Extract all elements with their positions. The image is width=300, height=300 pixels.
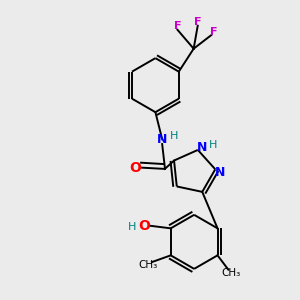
Text: CH₃: CH₃ bbox=[138, 260, 158, 270]
Text: H: H bbox=[208, 140, 217, 149]
Text: N: N bbox=[215, 166, 225, 178]
Text: O: O bbox=[129, 160, 141, 175]
Text: H: H bbox=[128, 222, 136, 232]
Text: N: N bbox=[157, 133, 167, 146]
Text: F: F bbox=[174, 21, 181, 31]
Text: F: F bbox=[210, 28, 218, 38]
Text: N: N bbox=[197, 141, 207, 154]
Text: O: O bbox=[138, 219, 150, 232]
Text: CH₃: CH₃ bbox=[221, 268, 241, 278]
Text: F: F bbox=[194, 17, 202, 27]
Text: H: H bbox=[170, 131, 178, 142]
